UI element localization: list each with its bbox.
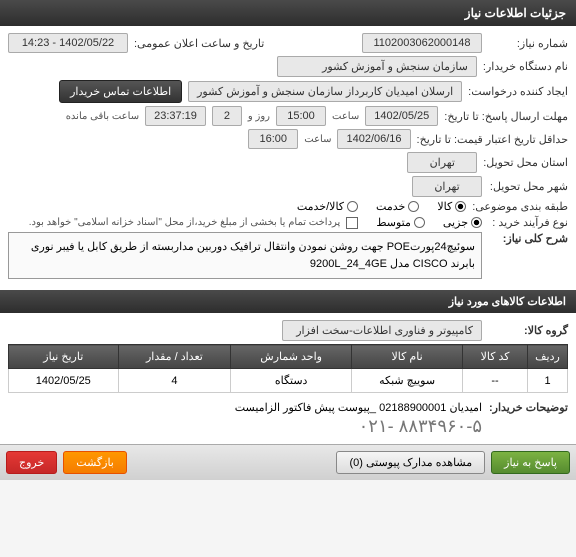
valid-deadline-date: 1402/06/16	[337, 129, 410, 149]
exit-button[interactable]: خروج	[6, 451, 57, 474]
td-qty: 4	[118, 369, 231, 393]
buyer-notes-value: امیدیان 02188900001 _پیوست پیش فاکتور ال…	[8, 401, 482, 414]
td-name: سوییچ شبکه	[352, 369, 463, 393]
buyer-org-label: نام دستگاه خریدار:	[483, 60, 568, 73]
send-deadline-date: 1402/05/25	[365, 106, 438, 126]
classification-label: طبقه بندی موضوعی:	[472, 200, 568, 213]
back-button[interactable]: بازگشت	[63, 451, 127, 474]
radio-both[interactable]: کالا/خدمت	[297, 200, 358, 213]
th-date: تاریخ نیاز	[9, 345, 119, 369]
buyer-org-value: سازمان سنجش و آموزش کشور	[277, 56, 477, 77]
td-row: 1	[528, 369, 568, 393]
th-code: کد کالا	[463, 345, 528, 369]
table-row[interactable]: 1 -- سوییچ شبکه دستگاه 4 1402/05/25	[9, 369, 568, 393]
need-desc-label: شرح کلی نیاز:	[488, 232, 568, 245]
radio-service[interactable]: خدمت	[376, 200, 419, 213]
time-label-1: ساعت	[332, 111, 359, 122]
radio-minor[interactable]: جزیی	[443, 216, 482, 229]
need-number-value: 1102003062000148	[362, 33, 482, 53]
radio-medium[interactable]: متوسط	[376, 216, 425, 229]
treasury-checkbox[interactable]	[346, 217, 358, 229]
radio-medium-label: متوسط	[376, 216, 411, 229]
location-city-label: شهر محل تحویل:	[488, 180, 568, 193]
send-deadline-days: 2	[212, 106, 242, 126]
need-number-label: شماره نیاز:	[488, 37, 568, 50]
th-row: ردیف	[528, 345, 568, 369]
send-deadline-label: مهلت ارسال پاسخ: تا تاریخ:	[444, 110, 568, 123]
radio-service-label: خدمت	[376, 200, 405, 213]
example-number: ۸۸۳۴۹۶۰-۵ -۰۲۱	[8, 416, 482, 437]
footer-toolbar: پاسخ به نیاز مشاهده مدارک پیوستی (0) باز…	[0, 444, 576, 480]
radio-goods[interactable]: کالا	[437, 200, 466, 213]
request-creator-label: ایجاد کننده درخواست:	[468, 85, 568, 98]
th-name: نام کالا	[352, 345, 463, 369]
td-unit: دستگاه	[231, 369, 352, 393]
valid-deadline-label: حداقل تاریخ اعتبار قیمت: تا تاریخ:	[417, 133, 568, 146]
buyer-notes-label: توضیحات خریدار:	[488, 401, 568, 414]
respond-button[interactable]: پاسخ به نیاز	[491, 451, 570, 474]
goods-group-label: گروه کالا:	[488, 324, 568, 337]
treasury-note: پرداخت تمام یا بخشی از مبلغ خرید،از محل …	[29, 217, 341, 228]
radio-minor-label: جزیی	[443, 216, 468, 229]
send-deadline-remain: 23:37:19	[145, 106, 206, 126]
goods-info-header: اطلاعات کالاهای مورد نیاز	[0, 290, 576, 313]
send-deadline-time: 15:00	[276, 106, 326, 126]
request-creator-value: ارسلان امیدیان کاربرداز سازمان سنجش و آم…	[188, 81, 462, 102]
main-header: جزئیات اطلاعات نیاز	[0, 0, 576, 26]
contact-buyer-button[interactable]: اطلاعات تماس خریدار	[59, 80, 182, 103]
location-prov-label: استان محل تحویل:	[483, 156, 568, 169]
time-label-2: ساعت	[304, 134, 331, 145]
location-city-value: تهران	[412, 176, 482, 197]
radio-goods-label: کالا	[437, 200, 452, 213]
valid-deadline-time: 16:00	[248, 129, 298, 149]
td-code: --	[463, 369, 528, 393]
day-label: روز و	[248, 111, 270, 122]
view-attachments-button[interactable]: مشاهده مدارک پیوستی (0)	[336, 451, 485, 474]
announce-date-value: 1402/05/22 - 14:23	[8, 33, 128, 53]
th-qty: تعداد / مقدار	[118, 345, 231, 369]
remain-label: ساعت باقی مانده	[66, 111, 139, 122]
announce-date-label: تاریخ و ساعت اعلان عمومی:	[134, 37, 264, 50]
buy-process-label: نوع فرآیند خرید :	[488, 216, 568, 229]
td-date: 1402/05/25	[9, 369, 119, 393]
need-desc-value: سوئیچ24پورتPOE جهت روشن نمودن وانتقال تر…	[8, 232, 482, 279]
goods-group-value: کامپیوتر و فناوری اطلاعات-سخت افزار	[282, 320, 482, 341]
th-unit: واحد شمارش	[231, 345, 352, 369]
location-prov-value: تهران	[407, 152, 477, 173]
radio-both-label: کالا/خدمت	[297, 200, 344, 213]
goods-table: ردیف کد کالا نام کالا واحد شمارش تعداد /…	[8, 344, 568, 393]
